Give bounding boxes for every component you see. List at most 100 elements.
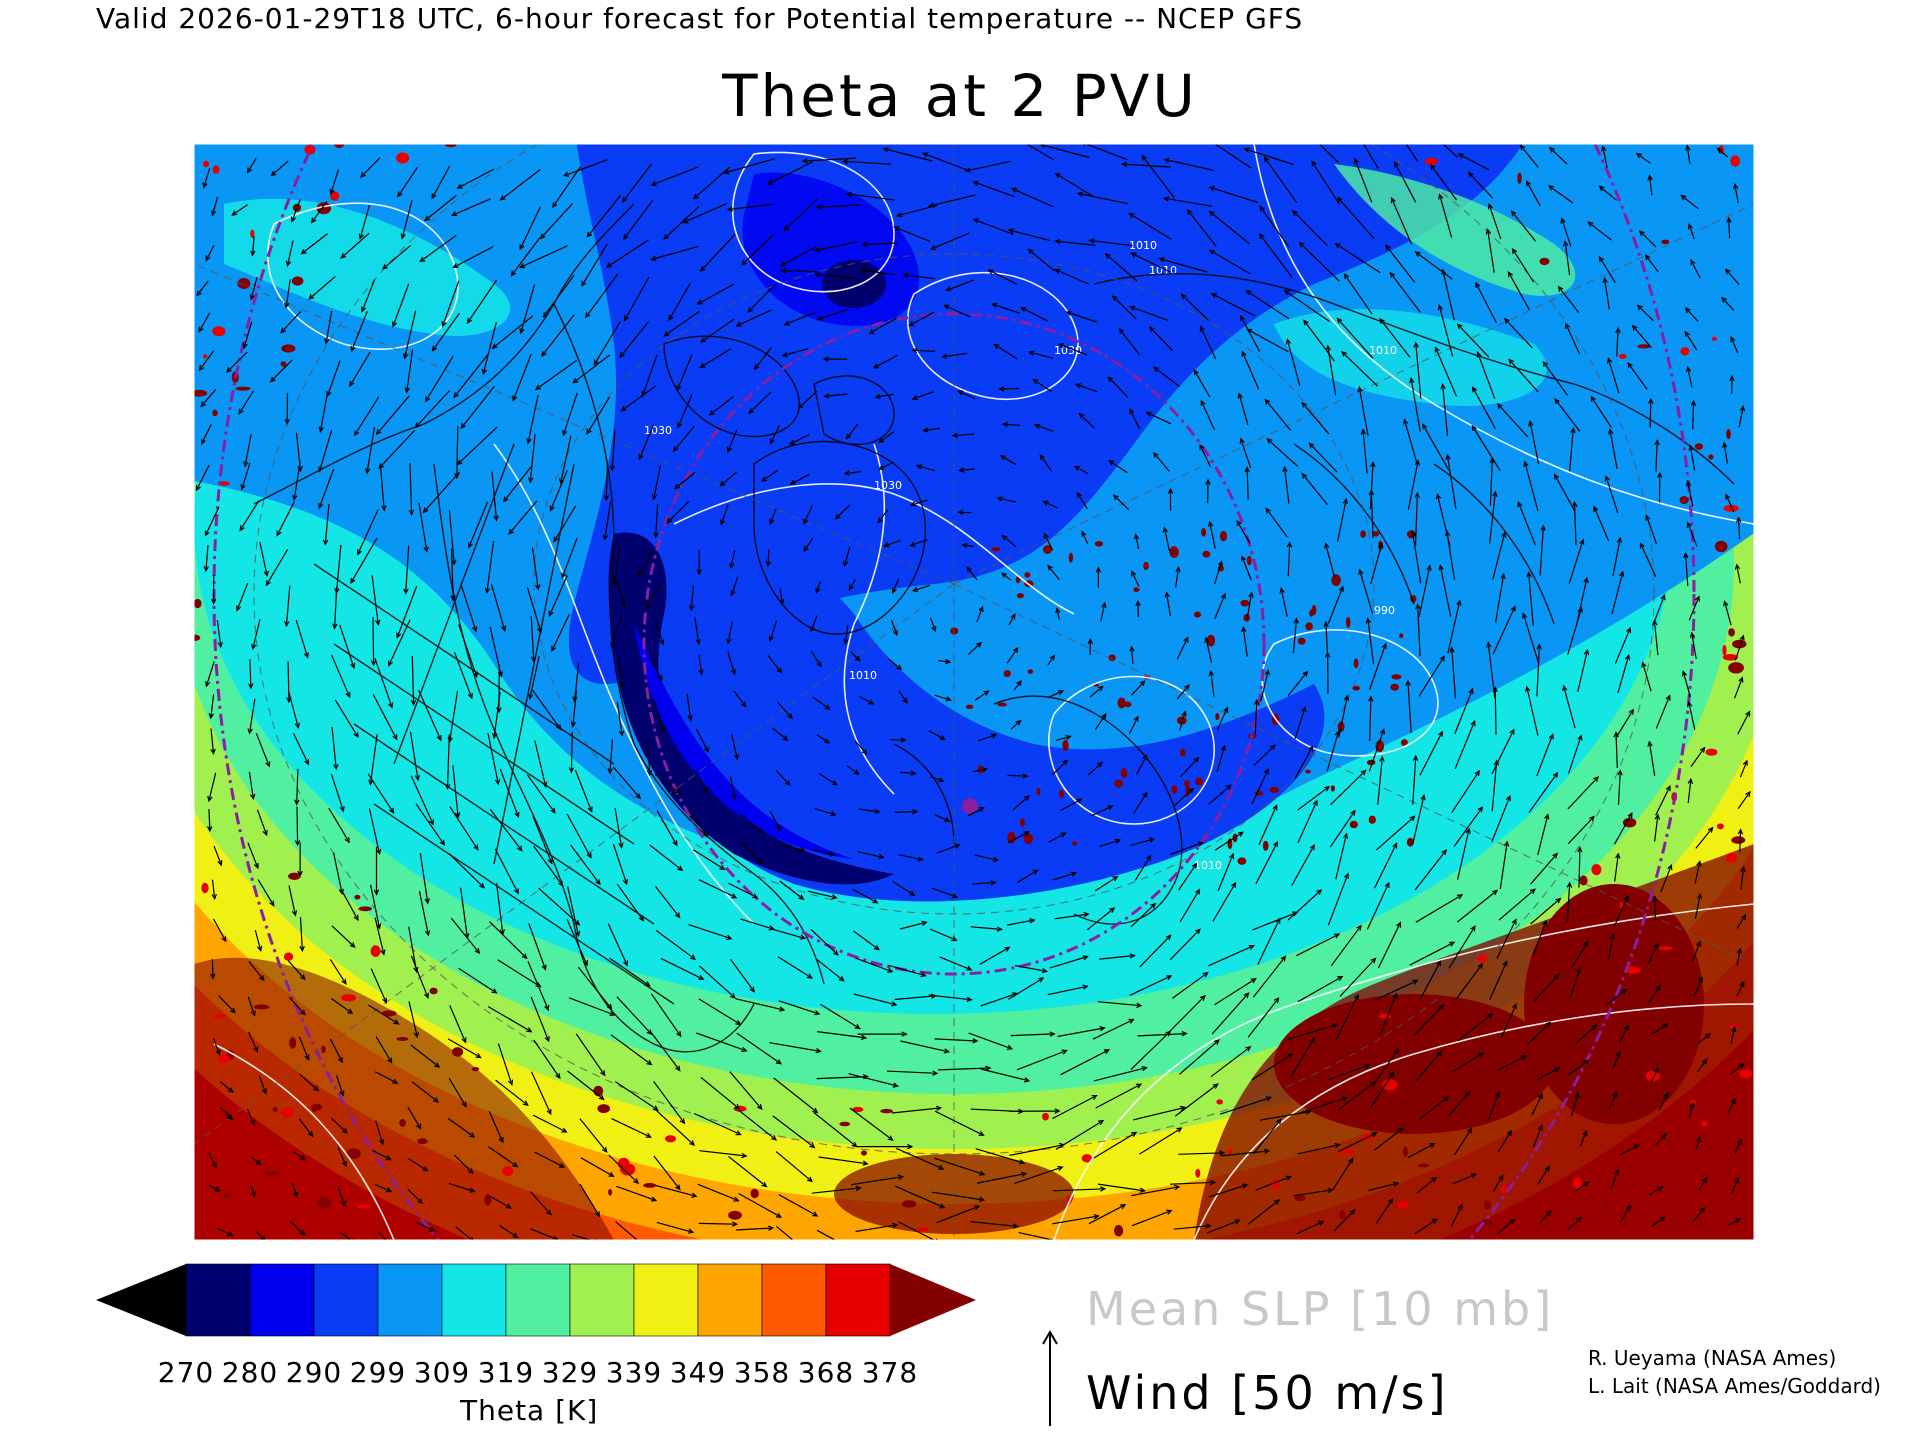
wind-vector [1089,685,1104,698]
wind-vector [1650,1067,1659,1082]
theta-speckle [643,1183,657,1188]
wind-vector [497,1043,514,1087]
wind-vector [1536,643,1543,697]
wind-vector [1129,975,1173,996]
wind-vector [1292,617,1299,654]
theta-speckle [1062,739,1069,752]
wind-vector [534,740,548,788]
theta-speckle [253,1004,270,1010]
wind-vector [814,271,855,279]
wind-vector [418,690,442,742]
wind-vector [855,957,894,973]
wind-vector [1684,330,1698,351]
theta-speckle [1637,344,1651,349]
theta-speckle [1219,531,1228,542]
wind-vector [567,886,581,938]
wind-vector [663,205,700,240]
theta-speckle [916,1227,929,1233]
wind-vector [1210,1045,1252,1078]
wind-vector [1687,777,1694,804]
wind-vector [1611,1050,1621,1071]
wind-vector [765,549,771,568]
wind-vector [1683,552,1689,586]
wind-vector [729,550,736,570]
wind-vector [810,650,822,668]
wind-vector [1258,232,1293,278]
wind-vector [854,740,868,755]
theta-speckle [1120,768,1128,779]
wind-vector [653,700,666,733]
wind-vector [766,161,813,185]
wind-vector [287,960,306,981]
wind-vector [1093,1066,1148,1082]
wind-vector [1554,397,1581,432]
slp-label: 1010 [849,669,877,682]
wind-vector [375,395,410,436]
wind-vector [1542,360,1568,396]
wind-vector [612,843,628,886]
theta-speckle [1714,540,1728,553]
wind-vector [1335,993,1359,1041]
theta-speckle [1391,674,1402,680]
theta-speckle [991,547,1001,552]
wind-vector [1568,734,1583,774]
wind-vector [1635,152,1651,164]
wind-vector [1369,460,1376,510]
wind-vector [374,917,386,956]
wind-vector [1587,221,1612,241]
wind-vector [216,620,223,649]
wind-vector [1418,655,1445,697]
wind-vector [1530,852,1558,885]
wind-vector [1208,186,1259,204]
wind-vector [359,157,381,178]
wind-vector [1375,1198,1394,1225]
wind-vector [218,995,236,1014]
wind-vector [610,615,622,649]
wind-vector [779,588,785,606]
theta-speckle [1700,1120,1708,1126]
wind-vector [250,1184,256,1198]
wind-vector [539,202,574,240]
wind-vector [1370,1070,1395,1108]
wind-vector [332,852,344,896]
wind-vector [290,199,301,223]
wind-vector [1060,1049,1111,1076]
wind-vector [1133,533,1140,550]
wind-vector [1730,335,1739,354]
wind-vector [928,194,976,208]
wind-vector [1337,497,1348,542]
wind-vector [803,505,813,526]
wind-vector [1135,754,1148,775]
theta-speckle [1068,552,1074,563]
wind-vector [1318,144,1339,164]
wind-vector [1370,542,1384,585]
wind-vector [243,434,252,468]
wind-vector [1255,1175,1292,1191]
wind-vector [212,918,227,943]
wind-vector [1407,1142,1436,1159]
theta-speckle [1723,504,1739,512]
wind-vector [1193,368,1211,398]
wind-vector [699,234,736,272]
wind-vector [1614,852,1621,882]
theta-speckle [1373,531,1379,537]
wind-vector [1170,841,1204,856]
wind-vector [1414,849,1447,891]
wind-vector [1692,1206,1706,1222]
theta-speckle [1711,336,1718,341]
wind-vector [653,1080,686,1125]
wind-vector [299,917,305,953]
wind-vector [205,661,215,688]
wind-vector [1131,680,1146,696]
wind-vector [484,540,495,594]
wind-vector [1048,690,1065,698]
wind-vector [289,1220,306,1236]
wind-vector [431,165,451,200]
wind-vector [1499,840,1510,890]
theta-speckle [1729,1024,1738,1030]
wind-vector [254,929,263,952]
wind-vector [1333,1209,1356,1232]
wind-vector [584,273,619,319]
wind-vector [1457,827,1471,880]
wind-vector [1368,728,1385,772]
